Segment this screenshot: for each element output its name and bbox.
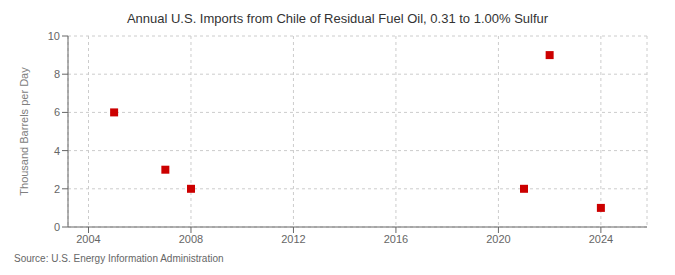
- svg-text:10: 10: [48, 30, 60, 42]
- svg-text:2024: 2024: [589, 233, 613, 245]
- html-text:Source: U.S. Energy Informatio: Source: U.S. Energy Information Administ…: [14, 253, 224, 264]
- svg-text:2: 2: [54, 183, 60, 195]
- svg-text:0: 0: [54, 221, 60, 233]
- svg-text:2016: 2016: [384, 233, 408, 245]
- svg-text:8: 8: [54, 68, 60, 80]
- svg-text:2008: 2008: [179, 233, 203, 245]
- svg-text:2012: 2012: [281, 233, 305, 245]
- svg-text:6: 6: [54, 106, 60, 118]
- svg-text:2020: 2020: [486, 233, 510, 245]
- svg-text:Thousand Barrels per Day: Thousand Barrels per Day: [18, 67, 30, 196]
- svg-text:2004: 2004: [76, 233, 100, 245]
- svg-text:4: 4: [54, 145, 60, 157]
- html-text:Annual U.S. Imports from Chile: Annual U.S. Imports from Chile of Residu…: [126, 11, 549, 26]
